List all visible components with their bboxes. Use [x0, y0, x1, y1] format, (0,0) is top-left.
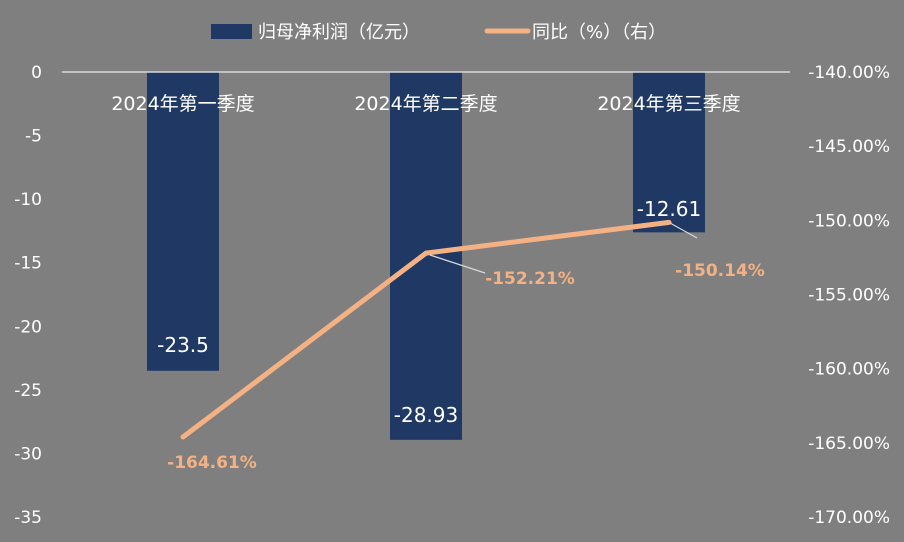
right-tick-label: -140.00%	[808, 63, 890, 83]
category-labels: 2024年第一季度 2024年第二季度 2024年第三季度	[111, 93, 740, 115]
right-axis: -140.00% -145.00% -150.00% -155.00% -160.00%…	[808, 63, 890, 528]
left-axis: 0 -5 -10 -15 -20 -25 -30 -35	[14, 63, 42, 528]
yoy-line	[180, 219, 672, 440]
bar-value-label: -28.93	[394, 403, 458, 427]
right-tick-label: -155.00%	[808, 286, 890, 306]
bar	[633, 72, 705, 233]
legend-label-line: 同比（%）（右）	[532, 22, 666, 43]
left-tick-label: -20	[14, 317, 42, 337]
bar-value-label: -12.61	[637, 197, 701, 221]
left-tick-label: -30	[14, 444, 42, 464]
legend-label-bar: 归母净利润（亿元）	[258, 22, 420, 43]
leader-line	[669, 222, 698, 239]
line-value-label: -164.61%	[167, 453, 257, 473]
category-label: 2024年第三季度	[597, 93, 740, 115]
left-tick-label: -15	[14, 254, 42, 274]
line-series	[180, 219, 672, 440]
category-label: 2024年第二季度	[354, 93, 497, 115]
left-tick-label: -5	[25, 127, 42, 147]
left-tick-label: 0	[31, 63, 42, 83]
left-tick-label: -35	[14, 508, 42, 528]
category-label: 2024年第一季度	[111, 93, 254, 115]
right-tick-label: -150.00%	[808, 211, 890, 231]
legend: 归母净利润（亿元） 同比（%）（右）	[211, 22, 666, 43]
right-tick-label: -145.00%	[808, 137, 890, 157]
bar-value-label: -23.5	[157, 333, 209, 357]
leader-line	[429, 254, 486, 274]
left-tick-label: -25	[14, 381, 42, 401]
line-data-labels: -164.61% -152.21% -150.14%	[167, 222, 765, 473]
left-tick-label: -10	[14, 190, 42, 210]
line-value-label: -152.21%	[485, 269, 575, 289]
line-value-label: -150.14%	[675, 261, 765, 281]
bar	[147, 72, 219, 371]
legend-swatch-bar	[211, 24, 252, 39]
right-tick-label: -170.00%	[808, 508, 890, 528]
right-tick-label: -165.00%	[808, 434, 890, 454]
right-tick-label: -160.00%	[808, 360, 890, 380]
bar-data-labels: -23.5 -28.93 -12.61	[157, 197, 701, 427]
